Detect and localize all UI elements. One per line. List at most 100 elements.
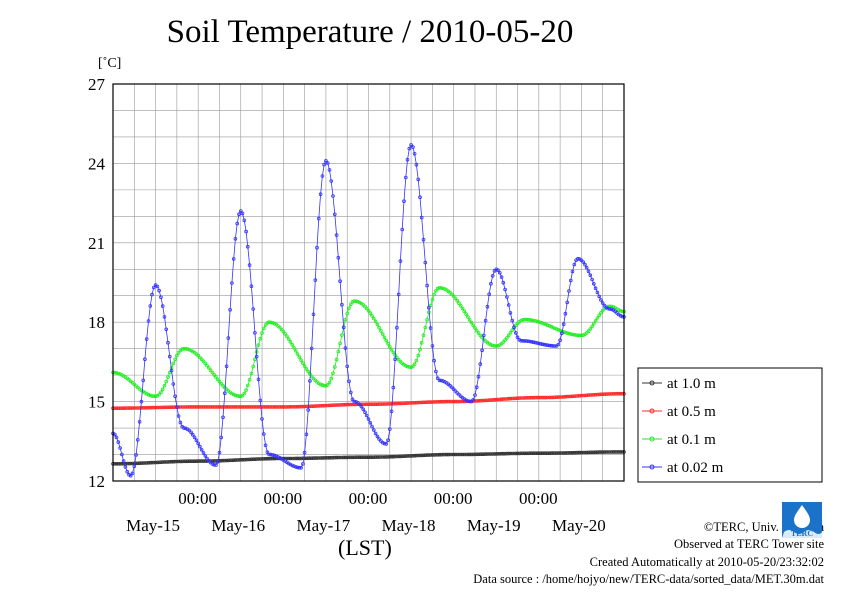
series-point-at-0-02-m xyxy=(302,450,307,455)
series-point-at-0-1-m xyxy=(340,333,344,337)
series-point-at-1-0-m xyxy=(460,452,465,457)
series-point-at-1-0-m xyxy=(304,456,309,461)
series-point-at-0-1-m xyxy=(505,336,509,340)
series-point-at-1-0-m xyxy=(389,454,394,459)
series-point-at-0-02-m xyxy=(439,378,444,383)
series-point-at-0-02-m xyxy=(176,414,181,418)
series-point-at-0-1-m xyxy=(247,377,252,382)
series-point-at-0-02-m xyxy=(128,473,133,478)
series-point-at-0-5-m xyxy=(128,406,133,410)
series-point-at-1-0-m xyxy=(272,456,277,461)
series-point-at-0-5-m xyxy=(615,391,619,396)
series-point-at-0-5-m xyxy=(521,396,525,400)
series-point-at-0-5-m xyxy=(191,405,195,409)
series-point-at-0-02-m xyxy=(272,453,277,458)
series-point-at-0-02-m xyxy=(191,432,195,437)
series-point-at-1-0-m xyxy=(306,456,311,461)
series-point-at-0-5-m xyxy=(146,405,151,410)
series-point-at-1-0-m xyxy=(293,456,298,461)
series-point-at-0-5-m xyxy=(153,405,158,410)
series-point-at-0-1-m xyxy=(302,364,307,368)
series-point-at-0-02-m xyxy=(549,343,554,348)
series-point-at-1-0-m xyxy=(528,451,532,456)
series-point-at-1-0-m xyxy=(432,453,436,457)
legend-label: at 0.5 m xyxy=(667,404,716,420)
series-point-at-1-0-m xyxy=(451,452,456,457)
series-point-at-1-0-m xyxy=(581,450,585,455)
series-point-at-0-5-m xyxy=(439,399,444,404)
series-point-at-0-5-m xyxy=(508,396,513,401)
series-point-at-0-1-m xyxy=(529,318,534,323)
series-point-at-0-5-m xyxy=(616,391,621,396)
series-point-at-0-1-m xyxy=(368,311,373,315)
series-point-at-0-5-m xyxy=(164,405,169,410)
series-point-at-1-0-m xyxy=(565,451,569,455)
series-point-at-1-0-m xyxy=(301,456,305,461)
series-point-at-0-02-m xyxy=(141,378,146,383)
series-point-at-1-0-m xyxy=(320,456,325,460)
series-point-at-1-0-m xyxy=(295,456,300,461)
series-point-at-0-02-m xyxy=(602,303,607,308)
series-point-at-0-1-m xyxy=(547,324,552,328)
series-point-at-0-5-m xyxy=(370,402,374,407)
series-point-at-0-1-m xyxy=(421,333,426,338)
series-point-at-0-02-m xyxy=(382,441,387,446)
series-point-at-0-02-m xyxy=(545,343,550,348)
series-point-at-0-1-m xyxy=(503,338,507,342)
series-point-at-0-5-m xyxy=(309,404,314,409)
series-point-at-0-1-m xyxy=(586,329,591,334)
series-point-at-0-02-m xyxy=(137,419,142,424)
series-point-at-0-02-m xyxy=(336,255,341,260)
series-point-at-0-02-m xyxy=(263,443,268,448)
series-point-at-1-0-m xyxy=(169,459,174,464)
series-point-at-0-02-m xyxy=(144,337,149,341)
series-point-at-0-5-m xyxy=(444,399,449,404)
series-point-at-0-5-m xyxy=(315,404,319,408)
series-point-at-0-5-m xyxy=(375,402,380,407)
series-point-at-0-02-m xyxy=(166,340,170,345)
series-point-at-0-1-m xyxy=(558,328,562,333)
series-point-at-0-02-m xyxy=(593,286,598,291)
series-point-at-1-0-m xyxy=(176,459,181,464)
legend-label: at 0.02 m xyxy=(667,460,724,476)
series-point-at-1-0-m xyxy=(171,459,176,464)
series-point-at-1-0-m xyxy=(508,451,513,456)
series-point-at-0-1-m xyxy=(347,306,351,311)
series-point-at-1-0-m xyxy=(457,452,461,457)
series-point-at-1-0-m xyxy=(510,451,515,456)
series-point-at-0-1-m xyxy=(574,333,578,337)
series-point-at-1-0-m xyxy=(570,450,575,455)
series-point-at-0-1-m xyxy=(380,332,385,336)
series-point-at-0-5-m xyxy=(324,403,328,408)
series-point-at-1-0-m xyxy=(256,457,261,461)
series-point-at-1-0-m xyxy=(139,461,144,465)
series-point-at-0-1-m xyxy=(205,363,209,368)
series-point-at-0-1-m xyxy=(597,313,601,318)
series-point-at-0-5-m xyxy=(535,395,539,400)
series-point-at-0-1-m xyxy=(405,364,410,369)
series-point-at-0-02-m xyxy=(405,157,410,162)
series-point-at-0-5-m xyxy=(494,397,499,402)
series-point-at-0-1-m xyxy=(260,331,264,335)
series-point-at-0-5-m xyxy=(485,398,490,403)
series-point-at-0-5-m xyxy=(542,395,546,400)
series-point-at-0-1-m xyxy=(270,320,275,325)
series-point-at-0-02-m xyxy=(155,284,160,289)
series-point-at-0-1-m xyxy=(215,377,220,382)
series-point-at-0-02-m xyxy=(521,338,525,343)
series-point-at-0-02-m xyxy=(325,161,330,165)
series-point-at-0-1-m xyxy=(176,350,181,355)
series-point-at-0-02-m xyxy=(607,307,612,311)
series-point-at-1-0-m xyxy=(402,454,406,459)
series-point-at-0-1-m xyxy=(281,329,286,334)
y-tick-label: 15 xyxy=(88,393,105,412)
series-point-at-0-5-m xyxy=(347,402,351,407)
series-point-at-0-5-m xyxy=(574,394,578,398)
series-point-at-0-1-m xyxy=(536,320,541,324)
series-point-at-0-02-m xyxy=(254,354,259,359)
series-point-at-0-1-m xyxy=(382,335,387,340)
series-point-at-1-0-m xyxy=(391,454,396,459)
series-point-at-1-0-m xyxy=(379,455,383,459)
series-point-at-0-5-m xyxy=(316,404,321,408)
series-point-at-1-0-m xyxy=(554,451,559,455)
